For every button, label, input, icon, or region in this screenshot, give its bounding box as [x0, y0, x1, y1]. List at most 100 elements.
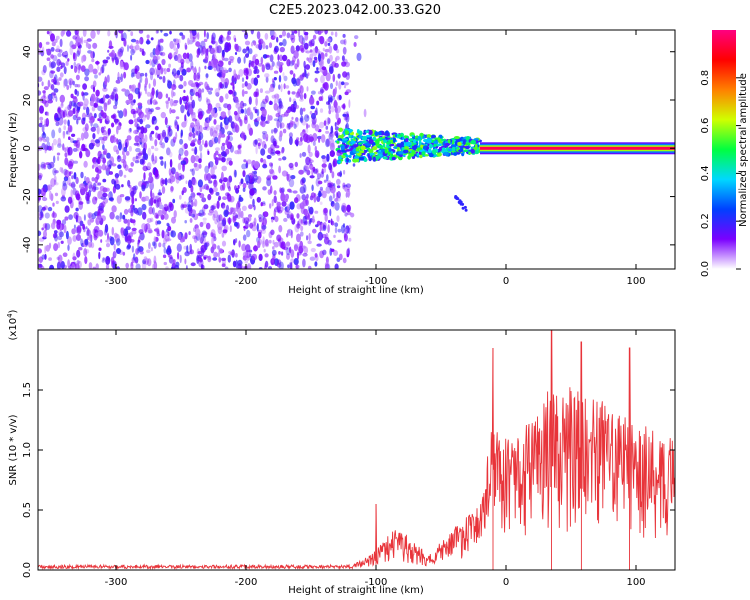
noise-cell: [322, 224, 327, 232]
noise-cell: [137, 107, 143, 116]
broadband-cell: [379, 136, 383, 142]
noise-cell: [273, 208, 276, 218]
noise-cell: [227, 30, 232, 36]
colorbar-tick-label: 0.8: [700, 70, 711, 86]
broadband-cell: [402, 149, 409, 154]
noise-cell: [149, 136, 154, 142]
noise-cell: [91, 213, 96, 220]
noise-cell: [245, 223, 250, 228]
noise-cell: [220, 121, 223, 130]
noise-cell: [290, 121, 295, 125]
broadband-cell: [408, 138, 414, 142]
noise-cell: [146, 111, 150, 120]
noise-cell: [265, 137, 269, 142]
noise-cell: [306, 235, 309, 241]
noise-cell: [295, 117, 299, 122]
noise-cell: [171, 109, 176, 114]
spectrogram-x-tick-label: 100: [626, 276, 645, 287]
noise-cell: [288, 60, 295, 67]
noise-cell: [133, 99, 136, 104]
noise-cell: [88, 262, 93, 269]
broadband-cell: [350, 138, 354, 141]
noise-cell: [319, 186, 323, 191]
snr-y-ticks: 0.00.51.01.5: [22, 382, 675, 578]
noise-cell: [190, 140, 196, 145]
noise-cell: [101, 139, 105, 145]
noise-cell: [41, 132, 47, 139]
noise-cell: [192, 36, 195, 43]
noise-cell: [114, 98, 118, 106]
noise-cell: [96, 97, 101, 103]
noise-cell: [185, 265, 188, 269]
noise-cell: [319, 36, 325, 45]
noise-cell: [51, 142, 54, 151]
noise-cell: [138, 30, 144, 34]
noise-cell: [66, 130, 69, 135]
noise-cell: [82, 83, 87, 90]
noise-cell: [265, 45, 269, 50]
noise-cell: [210, 232, 214, 238]
noise-cell: [47, 99, 53, 104]
noise-cell: [192, 191, 196, 201]
noise-cell: [176, 124, 180, 132]
noise-cell: [74, 88, 78, 95]
noise-cell: [291, 116, 294, 120]
noise-cell: [123, 71, 127, 79]
noise-cell: [194, 146, 198, 155]
broadband-cell: [444, 142, 451, 147]
noise-cell: [43, 230, 47, 239]
noise-cell: [130, 265, 134, 269]
noise-cell: [213, 251, 218, 258]
noise-cell: [154, 228, 159, 232]
noise-cell: [43, 86, 49, 91]
noise-cell: [214, 88, 220, 96]
noise-cell: [289, 166, 294, 171]
noise-cell: [54, 192, 59, 197]
noise-cell: [38, 122, 43, 128]
noise-cell: [169, 158, 173, 168]
noise-cell: [210, 126, 215, 131]
noise-cell: [233, 239, 236, 246]
noise-cell: [55, 117, 61, 122]
noise-cell: [201, 139, 205, 146]
noise-cell: [189, 32, 193, 40]
noise-cell: [56, 45, 60, 52]
snr-y-axis-label: SNR (10 * v/v): [8, 414, 19, 485]
noise-cell: [53, 93, 57, 99]
noise-cell: [248, 48, 253, 55]
noise-cell: [184, 42, 187, 50]
noise-cell: [336, 191, 341, 199]
noise-cell: [243, 159, 247, 163]
noise-cell: [228, 115, 233, 123]
noise-cell: [203, 126, 208, 131]
noise-cell: [276, 234, 282, 242]
noise-cell: [278, 100, 283, 109]
noise-cell: [192, 202, 196, 207]
noise-cell: [258, 38, 264, 45]
noise-cell: [146, 249, 151, 254]
noise-cell: [250, 30, 254, 35]
noise-cell: [334, 226, 338, 234]
noise-cell: [216, 45, 222, 54]
noise-cell: [244, 81, 248, 87]
colorbar-gradient: [712, 30, 736, 269]
noise-cell: [210, 205, 215, 211]
noise-cell: [189, 88, 194, 93]
noise-cell: [203, 242, 210, 248]
broadband-cell: [416, 147, 423, 151]
noise-cell: [134, 135, 140, 143]
noise-cell: [253, 77, 259, 86]
noise-cell: [141, 203, 147, 211]
noise-cell: [296, 233, 301, 243]
broadband-cell: [388, 145, 391, 148]
noise-cell: [244, 40, 251, 46]
noise-cell: [198, 158, 202, 164]
noise-cell: [300, 219, 303, 224]
noise-cell: [88, 213, 91, 220]
noise-cell: [271, 129, 274, 134]
noise-cell: [245, 250, 251, 259]
noise-cell: [45, 223, 51, 231]
noise-cell: [95, 232, 100, 236]
noise-cell: [57, 241, 61, 249]
noise-cell: [134, 160, 140, 164]
